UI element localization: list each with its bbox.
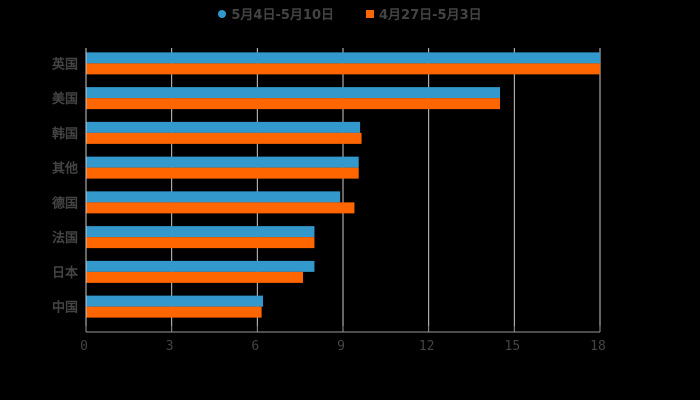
bar[interactable]	[86, 306, 262, 318]
legend-label: 5月4日-5月10日	[231, 8, 334, 23]
bar[interactable]	[86, 121, 361, 133]
y-category-label: 德国	[52, 195, 78, 211]
bar[interactable]	[86, 98, 501, 110]
legend-item-series-2[interactable]: 4月27日-5月3日	[366, 4, 482, 23]
bar[interactable]	[86, 295, 264, 307]
bar[interactable]	[86, 260, 315, 272]
y-category-label: 日本	[52, 265, 78, 281]
bar[interactable]	[86, 271, 304, 283]
x-tick-label: 0	[80, 339, 88, 354]
bar[interactable]	[86, 167, 359, 179]
bar[interactable]	[86, 191, 341, 203]
y-category-label: 其他	[52, 161, 78, 177]
bar[interactable]	[86, 202, 355, 214]
y-category-label: 英国	[51, 56, 78, 72]
legend-item-series-1[interactable]: 5月4日-5月10日	[218, 4, 334, 23]
x-tick-label: 12	[419, 339, 435, 354]
bar[interactable]	[86, 237, 315, 249]
x-tick-label: 15	[505, 339, 521, 354]
bar[interactable]	[86, 52, 600, 64]
legend-label: 4月27日-5月3日	[379, 8, 482, 23]
bar[interactable]	[86, 132, 362, 144]
bar[interactable]	[86, 156, 359, 168]
y-category-label: 法国	[52, 230, 78, 246]
y-category-label: 中国	[52, 300, 78, 316]
bar[interactable]	[86, 63, 600, 75]
x-tick-label: 6	[251, 339, 259, 354]
x-tick-label: 3	[166, 339, 174, 354]
bar[interactable]	[86, 87, 501, 99]
bar[interactable]	[86, 226, 315, 238]
y-category-label: 韩国	[52, 126, 78, 142]
legend-circle-icon	[218, 9, 227, 18]
x-tick-label: 9	[337, 339, 345, 354]
legend-square-icon	[366, 9, 374, 18]
x-tick-label: 18	[590, 339, 606, 354]
y-category-label: 美国	[52, 91, 78, 107]
chart-legend: 5月4日-5月10日 4月27日-5月3日	[0, 4, 700, 23]
